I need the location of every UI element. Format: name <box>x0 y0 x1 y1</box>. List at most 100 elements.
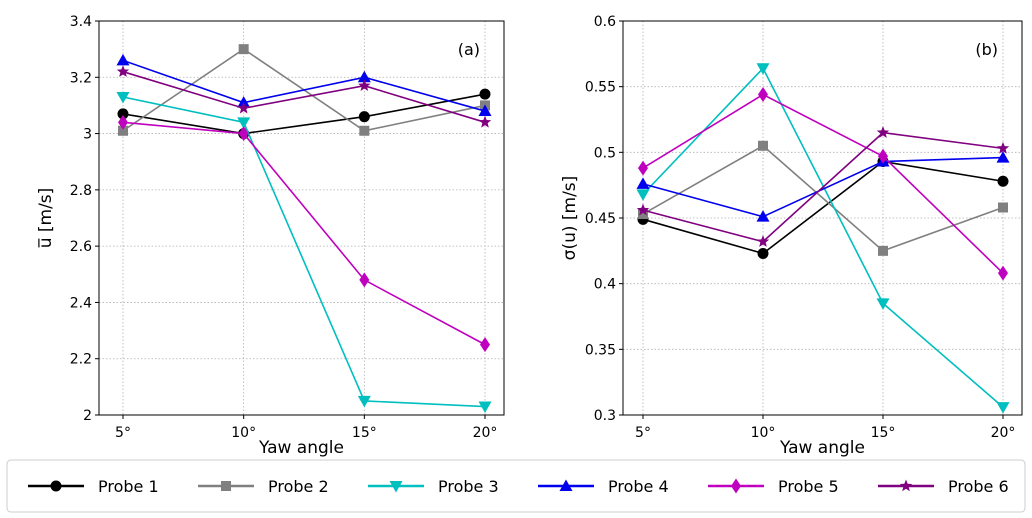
data-point <box>756 235 770 247</box>
data-point <box>998 265 1008 281</box>
x-tick-label: 5° <box>635 425 651 441</box>
legend-entry-1: Probe 1 <box>28 477 159 496</box>
data-point <box>638 209 648 220</box>
data-point <box>478 115 492 128</box>
data-point <box>636 203 650 216</box>
x-tick-label: 5° <box>115 425 131 441</box>
y-tick-label: 0.6 <box>594 14 616 30</box>
data-point <box>358 111 370 123</box>
legend-marker <box>731 478 741 494</box>
legend-label: Probe 1 <box>98 477 159 496</box>
data-point <box>757 247 769 259</box>
data-point <box>638 160 648 176</box>
series-line <box>642 160 1004 255</box>
data-point <box>756 63 770 75</box>
legend-entry-6: Probe 6 <box>878 477 1009 496</box>
y-tick-label: 0.55 <box>585 80 616 96</box>
data-point <box>876 298 890 310</box>
data-point <box>358 79 371 91</box>
legend-label: Probe 3 <box>438 477 499 496</box>
y-tick-label: 0.5 <box>594 145 616 161</box>
data-point <box>756 210 770 222</box>
data-point <box>237 101 250 114</box>
series-probe-1 <box>637 156 1009 259</box>
legend-marker <box>50 480 62 492</box>
series-line <box>122 96 486 408</box>
y-axis-label: u̅ [m/s] <box>36 188 56 249</box>
y-tick-label: 2.4 <box>70 295 92 311</box>
x-tick-label: 20° <box>991 425 1016 441</box>
legend-label: Probe 2 <box>268 477 329 496</box>
data-point <box>998 202 1008 213</box>
data-point <box>996 402 1010 414</box>
x-axis-label: Yaw angle <box>258 438 344 458</box>
axes-frame <box>98 20 505 416</box>
series-line <box>642 131 1004 243</box>
y-tick-label: 0.45 <box>585 211 616 227</box>
legend-marker <box>221 481 231 491</box>
series-probe-3 <box>636 63 1010 414</box>
data-point <box>116 91 130 104</box>
series-line <box>642 156 1004 218</box>
data-point <box>997 175 1009 187</box>
y-tick-label: 3 <box>83 127 92 143</box>
y-tick-label: 0.35 <box>585 342 616 358</box>
data-point <box>357 70 371 83</box>
data-point <box>996 141 1010 154</box>
data-point <box>758 87 768 103</box>
y-tick-label: 3.4 <box>70 14 92 30</box>
data-point <box>118 125 128 136</box>
series-line <box>122 93 486 135</box>
y-tick-label: 2 <box>83 408 92 424</box>
series-probe-6 <box>116 65 492 128</box>
data-point <box>480 337 490 353</box>
data-point <box>238 126 249 142</box>
series-probe-5 <box>638 87 1008 281</box>
y-tick-label: 2.6 <box>70 239 92 255</box>
series-line <box>642 144 1004 252</box>
legend-label: Probe 6 <box>948 477 1009 496</box>
data-point <box>996 151 1010 163</box>
series-line <box>122 70 486 124</box>
chart-panel-b: 0.3 0.35 0.4 0.45 0.5 0.55 0.6 5° 10° 15° 20° Yaw a… <box>560 14 1023 458</box>
y-tick-label: 2.8 <box>70 183 92 199</box>
legend-marker <box>899 479 913 492</box>
x-tick-label: 10° <box>751 425 776 441</box>
x-tick-label: 10° <box>231 425 256 441</box>
y-tick-label: 3.2 <box>70 70 92 86</box>
x-tick-label: 20° <box>473 425 498 441</box>
series-line <box>642 93 1004 274</box>
data-point <box>478 401 492 414</box>
legend-label: Probe 5 <box>778 477 839 496</box>
legend: Probe 1 Probe 2 Probe 3 Probe 4 Probe 5 Probe… <box>6 459 1026 513</box>
data-point <box>116 65 130 77</box>
panel-label: (a) <box>458 40 480 59</box>
series-line <box>122 121 486 346</box>
data-point <box>478 104 492 117</box>
chart-panel-a: 2 2.2 2.4 2.6 2.8 3 3.2 3.4 5° 10° 15° 20° Yaw angle… <box>36 14 505 458</box>
x-tick-label: 15° <box>871 425 896 441</box>
data-point <box>479 88 491 100</box>
data-point <box>238 44 249 55</box>
legend-entry-4: Probe 4 <box>538 477 669 496</box>
data-point <box>636 177 650 189</box>
series-probe-3 <box>116 91 492 414</box>
data-point <box>878 148 888 164</box>
series-probe-2 <box>638 140 1008 256</box>
series-line <box>642 66 1004 408</box>
y-tick-label: 0.3 <box>594 408 616 424</box>
legend-box <box>6 459 1026 513</box>
series-line <box>122 59 486 112</box>
x-axis-label: Yaw angle <box>779 438 865 458</box>
x-tick-label: 15° <box>352 425 377 441</box>
series-probe-5 <box>118 114 490 353</box>
data-point <box>359 272 370 288</box>
legend-marker <box>559 479 573 491</box>
y-tick-label: 0.4 <box>594 277 616 293</box>
legend-entry-5: Probe 5 <box>708 477 839 496</box>
data-point <box>758 140 768 151</box>
data-point <box>636 189 650 201</box>
y-axis-label: σ(u) [m/s] <box>560 176 580 261</box>
data-point <box>878 245 888 256</box>
